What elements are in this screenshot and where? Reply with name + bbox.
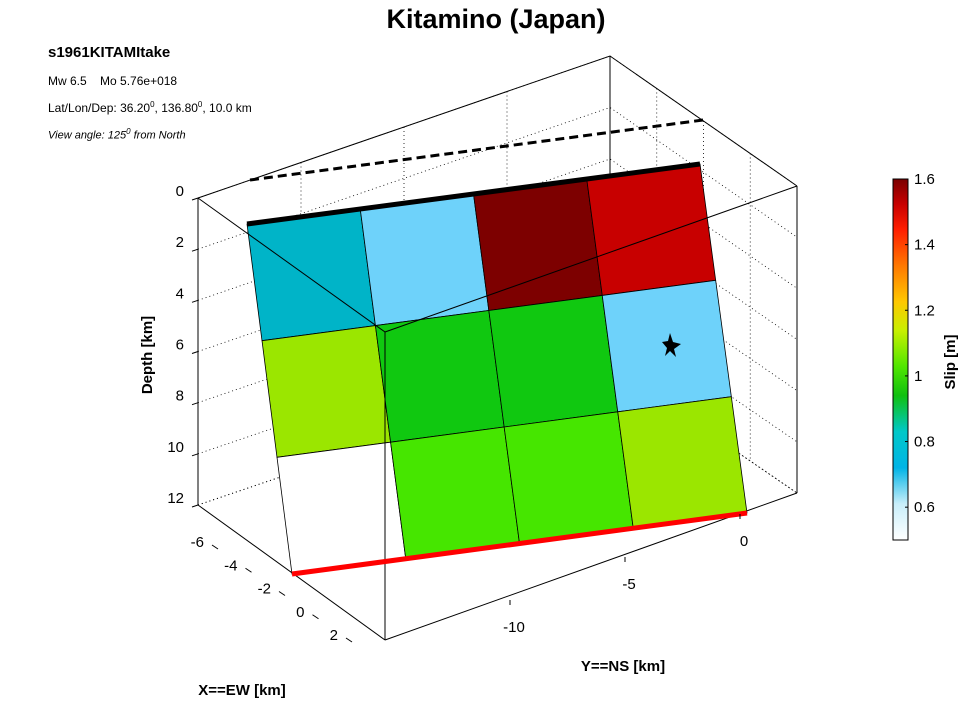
depth-tick-label: 4 — [176, 285, 184, 302]
ew-axis: -6 -4 -2 0 2 — [191, 534, 353, 644]
ew-tick-label: -2 — [258, 581, 271, 598]
depth-tick-label: 2 — [176, 234, 184, 251]
slip-patch-r0-c2 — [473, 178, 603, 311]
event-name: s1961KITAMItake — [48, 44, 171, 61]
slip-patch-r2-c2 — [503, 411, 634, 544]
depth-tick — [191, 197, 199, 201]
colorbar-tick-label: 1.4 — [914, 237, 935, 254]
view-angle: View angle: 1250 from North — [48, 127, 186, 142]
depth-tick — [191, 402, 199, 406]
ns-tick-label: -10 — [503, 619, 525, 636]
box-front — [197, 185, 798, 641]
colorbar-label: Slip [m] — [942, 334, 959, 389]
moment-magnitude: Mw 6.5 — [48, 74, 87, 88]
colorbar — [892, 178, 909, 541]
slip-patch-r2-c3 — [617, 396, 748, 529]
colorbar-tick-label: 1.6 — [914, 171, 935, 188]
separator: , — [154, 101, 162, 115]
slip-patch-r0-c3 — [586, 163, 717, 296]
depth-tick-label: 10 — [167, 439, 184, 456]
depth-axis-label: Depth [km] — [139, 316, 156, 394]
slip-patch-r1-c1 — [374, 310, 505, 443]
longitude-value: 136.80 — [161, 101, 198, 115]
ew-tick — [312, 614, 319, 620]
ns-tick-label: -5 — [622, 576, 635, 593]
slip-patch-r1-c2 — [488, 294, 619, 428]
colorbar-tick-label: 0.6 — [914, 499, 935, 516]
view-angle-suffix: from North — [130, 129, 186, 142]
location-prefix: Lat/Lon/Dep: — [48, 101, 121, 115]
ew-tick-label: -6 — [191, 534, 204, 551]
colorbar-tick-label: 1 — [914, 368, 922, 385]
magnitude-line: Mw 6.5 Mo 5.76e+018 — [48, 74, 177, 88]
ew-tick — [345, 637, 353, 643]
ns-axis-label: Y==NS [km] — [581, 658, 665, 675]
colorbar-ticks: 1.6 1.4 1.2 1 0.8 0.6 — [905, 171, 935, 516]
slip-patch-r2-c0 — [276, 441, 407, 575]
degree-mark: 0 — [126, 127, 131, 136]
seismic-moment: Mo 5.76e+018 — [100, 74, 178, 88]
colorbar-tick-label: 1.2 — [914, 302, 935, 319]
ew-tick — [278, 591, 286, 596]
view-angle-prefix: View angle: 125 — [48, 129, 127, 142]
hypocenter-star — [662, 333, 681, 357]
slip-patch-r0-c0 — [246, 208, 376, 342]
chart-title: Kitamino (Japan) — [386, 4, 605, 34]
ew-tick-label: -4 — [224, 557, 237, 574]
depth-axis: 0 2 4 6 8 10 12 — [167, 183, 199, 508]
ew-tick-label: 2 — [330, 627, 338, 644]
depth-value: , 10.0 km — [202, 101, 252, 115]
slip-patches — [246, 163, 748, 575]
ew-tick — [245, 567, 252, 573]
surface-trace-line — [249, 118, 704, 182]
degree-mark: 0 — [150, 100, 155, 109]
ew-tick — [211, 544, 219, 550]
slip-patch-r2-c1 — [390, 426, 520, 560]
depth-tick — [191, 248, 199, 252]
depth-tick — [191, 504, 199, 508]
latitude-value: 36.20 — [120, 101, 151, 115]
ns-tick-label: 0 — [740, 533, 748, 550]
depth-tick-label: 8 — [176, 388, 184, 405]
ew-axis-label: X==EW [km] — [198, 682, 286, 699]
colorbar-tick-label: 0.8 — [914, 434, 935, 451]
depth-tick-label: 6 — [176, 337, 184, 354]
depth-tick-label: 0 — [176, 183, 184, 200]
depth-tick — [191, 351, 199, 354]
fault-bottom-edge — [291, 510, 748, 577]
degree-mark: 0 — [197, 100, 203, 109]
fault-top-edge — [246, 161, 701, 227]
depth-tick-label: 12 — [167, 490, 184, 507]
grid-depth-line — [197, 55, 798, 199]
slip-patch-r0-c1 — [359, 193, 490, 327]
ns-axis: 0 -5 -10 — [503, 514, 748, 636]
depth-tick — [191, 453, 199, 457]
ew-tick-label: 0 — [296, 604, 304, 621]
location-line: Lat/Lon/Dep: 36.200, 136.800, 10.0 km — [48, 100, 252, 115]
depth-tick — [191, 299, 199, 303]
slip-patch-r1-c0 — [261, 325, 392, 458]
